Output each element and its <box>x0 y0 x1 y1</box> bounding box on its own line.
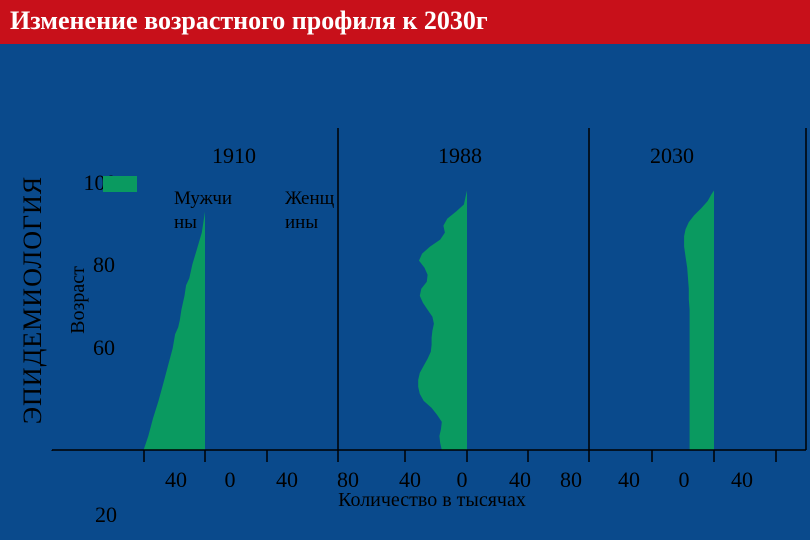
panel-title-2030: 2030 <box>650 143 694 168</box>
title-bar <box>0 0 810 44</box>
area-1910 <box>143 211 205 450</box>
legend-swatch <box>103 176 137 192</box>
y-axis-label: Возраст <box>67 266 89 334</box>
legend-label: Женщ ины <box>285 188 335 233</box>
x-tick-label: 0 <box>457 467 468 492</box>
legend-label: Мужчи ны <box>174 188 232 233</box>
panel-title-1988: 1988 <box>438 143 482 168</box>
y-tick-label: 80 <box>93 252 115 277</box>
area-2030 <box>684 190 714 450</box>
x-tick-label: 0 <box>679 467 690 492</box>
x-tick-label: 80 <box>560 467 582 492</box>
x-tick-label: 40 <box>509 467 531 492</box>
area-1988 <box>418 190 467 450</box>
x-tick-label: 40 <box>276 467 298 492</box>
y-tick-label: 60 <box>93 335 115 360</box>
panel-title-1910: 1910 <box>212 143 256 168</box>
page-title: Изменение возрастного профиля к 2030г <box>10 6 488 35</box>
x-tick-label: 0 <box>225 467 236 492</box>
x-axis-label: Количество в тысячах <box>338 489 526 511</box>
x-tick-label: 40 <box>731 467 753 492</box>
x-tick-label: 80 <box>337 467 359 492</box>
x-tick-label: 40 <box>399 467 421 492</box>
y-tick-label: 20 <box>95 502 117 527</box>
x-tick-label: 40 <box>165 467 187 492</box>
x-tick-label: 40 <box>618 467 640 492</box>
